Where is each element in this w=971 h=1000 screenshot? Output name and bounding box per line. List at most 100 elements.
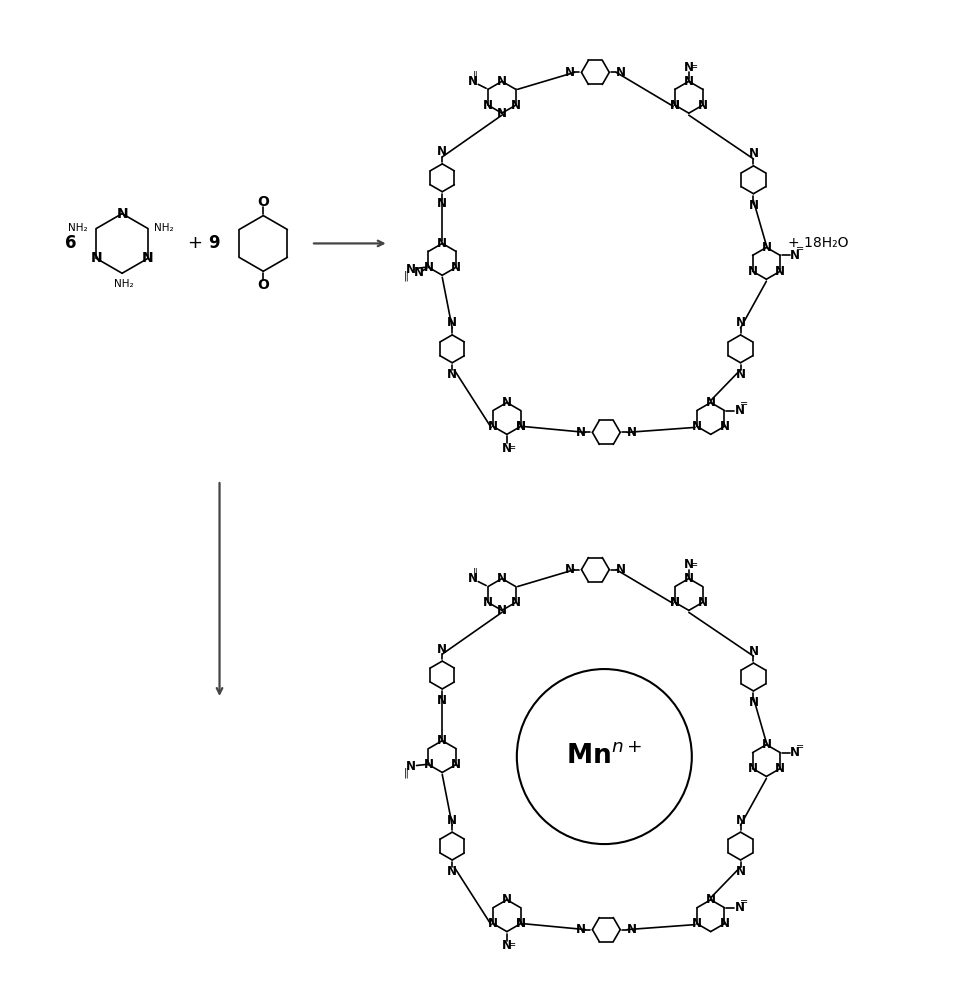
Text: =: = xyxy=(508,941,516,951)
Text: N: N xyxy=(761,738,771,751)
Text: N: N xyxy=(488,420,498,433)
Text: N: N xyxy=(749,696,758,709)
Text: =: = xyxy=(740,400,749,410)
Text: N: N xyxy=(617,66,626,79)
Text: N: N xyxy=(484,596,493,609)
Text: =: = xyxy=(796,244,804,254)
Text: N: N xyxy=(775,762,786,775)
Text: N: N xyxy=(684,572,694,585)
Text: ‖: ‖ xyxy=(473,70,478,81)
Text: N: N xyxy=(502,396,512,409)
Text: N: N xyxy=(448,316,457,329)
Text: N: N xyxy=(516,917,525,930)
Text: N: N xyxy=(748,265,757,278)
Text: N: N xyxy=(720,420,729,433)
Text: Mn$^{n+}$: Mn$^{n+}$ xyxy=(566,743,643,770)
Text: N: N xyxy=(448,368,457,381)
Text: N: N xyxy=(692,917,702,930)
Text: N: N xyxy=(706,893,716,906)
Text: N: N xyxy=(692,420,702,433)
Text: N: N xyxy=(451,758,461,771)
Text: N: N xyxy=(497,572,507,585)
Text: N: N xyxy=(497,604,507,617)
Text: N: N xyxy=(117,207,128,221)
Text: N: N xyxy=(468,75,478,88)
Text: N: N xyxy=(516,917,525,930)
Text: N: N xyxy=(627,426,637,439)
Text: N: N xyxy=(670,596,680,609)
Text: N: N xyxy=(720,917,729,930)
Text: N: N xyxy=(670,99,680,112)
Text: N: N xyxy=(437,237,448,250)
Text: N: N xyxy=(502,939,512,952)
Text: N: N xyxy=(749,199,758,212)
Text: N: N xyxy=(735,368,746,381)
Text: N: N xyxy=(90,251,102,265)
Text: 9: 9 xyxy=(208,234,219,252)
Text: +: + xyxy=(187,234,202,252)
Text: N: N xyxy=(468,572,478,585)
Text: N: N xyxy=(511,596,520,609)
Text: N: N xyxy=(775,265,786,278)
Text: N: N xyxy=(497,107,507,120)
Text: N: N xyxy=(516,420,525,433)
Text: N: N xyxy=(423,261,433,274)
Text: 6: 6 xyxy=(65,234,76,252)
Text: O: O xyxy=(257,195,269,209)
Text: N: N xyxy=(511,99,520,112)
Text: =: = xyxy=(740,897,749,907)
Text: N: N xyxy=(437,734,448,747)
Text: N: N xyxy=(448,814,457,827)
Text: N: N xyxy=(735,865,746,878)
Text: N: N xyxy=(484,99,493,112)
Text: N: N xyxy=(670,99,680,112)
Text: N: N xyxy=(406,263,416,276)
Text: N: N xyxy=(617,563,626,576)
Text: ‖: ‖ xyxy=(404,767,409,778)
Text: NH₂: NH₂ xyxy=(115,279,134,289)
Text: N: N xyxy=(497,75,507,88)
Text: N: N xyxy=(502,893,512,906)
Text: N: N xyxy=(735,316,746,329)
Text: N: N xyxy=(576,426,586,439)
Text: N: N xyxy=(670,596,680,609)
Text: N: N xyxy=(564,66,575,79)
Text: N: N xyxy=(749,645,758,658)
Text: ‖: ‖ xyxy=(473,567,478,578)
Text: N: N xyxy=(502,442,512,455)
Text: N: N xyxy=(437,145,448,158)
Text: N: N xyxy=(748,762,757,775)
Text: N: N xyxy=(488,917,498,930)
Text: N: N xyxy=(437,643,448,656)
Text: N: N xyxy=(684,75,694,88)
Text: N: N xyxy=(697,596,708,609)
Text: N: N xyxy=(451,261,461,274)
Text: N: N xyxy=(735,814,746,827)
Text: N: N xyxy=(790,746,800,759)
Text: N: N xyxy=(706,396,716,409)
Text: =: = xyxy=(508,443,516,453)
Text: N: N xyxy=(627,923,637,936)
Text: N: N xyxy=(734,901,745,914)
Text: N: N xyxy=(414,266,424,279)
Text: N: N xyxy=(576,923,586,936)
Text: O: O xyxy=(257,278,269,292)
Text: N: N xyxy=(437,197,448,210)
Text: N: N xyxy=(684,61,694,74)
Text: ‖: ‖ xyxy=(404,270,409,281)
Text: N: N xyxy=(448,865,457,878)
Text: N: N xyxy=(761,241,771,254)
Text: N: N xyxy=(423,758,433,771)
Text: =: = xyxy=(796,742,804,752)
Text: N: N xyxy=(516,420,525,433)
Text: N: N xyxy=(437,694,448,707)
Text: + 18H₂O: + 18H₂O xyxy=(787,236,849,250)
Text: N: N xyxy=(697,99,708,112)
Text: N: N xyxy=(406,760,416,773)
Text: N: N xyxy=(684,558,694,571)
Text: N: N xyxy=(749,147,758,160)
Text: N: N xyxy=(734,404,745,417)
Text: N: N xyxy=(790,249,800,262)
Text: N: N xyxy=(564,563,575,576)
Text: NH₂: NH₂ xyxy=(154,223,174,233)
